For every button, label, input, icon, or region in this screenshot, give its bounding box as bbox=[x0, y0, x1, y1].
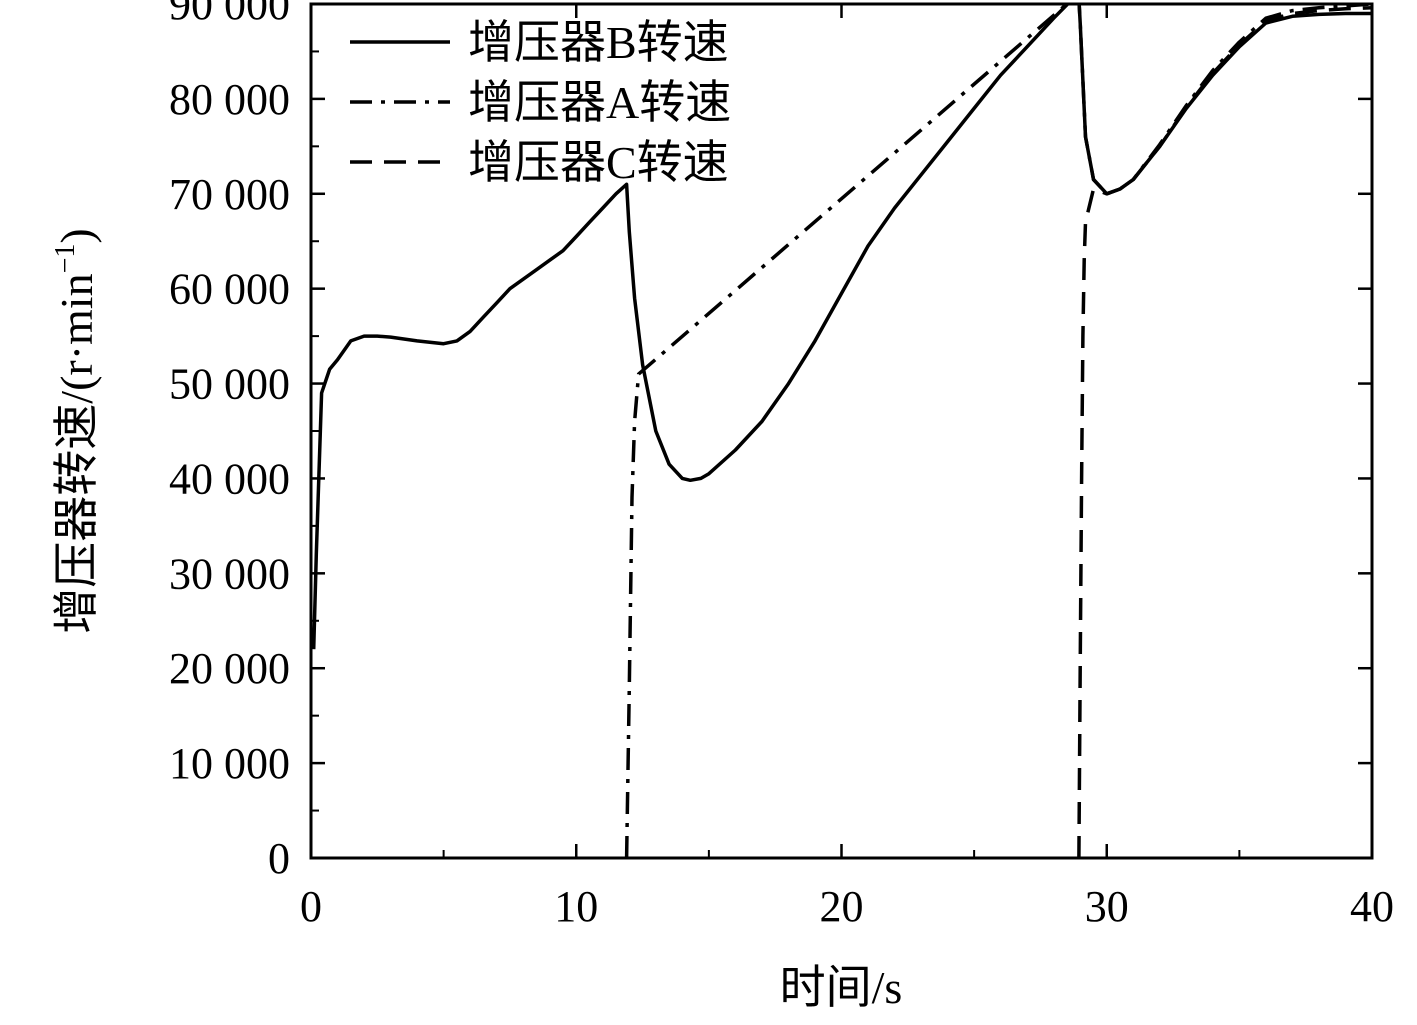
y-tick-label-2: 20 000 bbox=[169, 644, 290, 693]
y-tick-label-0: 0 bbox=[268, 834, 290, 883]
y-tick-label-4: 40 000 bbox=[169, 454, 290, 503]
x-tick-label-3: 30 bbox=[1085, 882, 1129, 931]
y-tick-label-6: 60 000 bbox=[169, 265, 290, 314]
plot-area bbox=[311, 4, 1372, 858]
x-tick-label-1: 10 bbox=[554, 882, 598, 931]
legend-label-2: 增压器C转速 bbox=[468, 137, 729, 188]
y-tick-label-9: 90 000 bbox=[169, 0, 290, 29]
y-tick-label-5: 50 000 bbox=[169, 360, 290, 409]
x-tick-label-0: 0 bbox=[300, 882, 322, 931]
x-tick-label-4: 40 bbox=[1350, 882, 1394, 931]
y-axis-title-main: 增压器转速/(r·min bbox=[51, 273, 102, 633]
y-axis-title-exponent: −1 bbox=[50, 244, 81, 274]
series-line-1 bbox=[624, 4, 1372, 858]
y-tick-label-8: 80 000 bbox=[169, 75, 290, 124]
y-axis-title: 增压器转速/(r·min−1) bbox=[50, 228, 102, 633]
legend-label-1: 增压器A转速 bbox=[468, 77, 731, 128]
y-axis-title-close: ) bbox=[51, 228, 102, 243]
ticks-layer: 0 10 20 30 40 0 10 000 20 000 30 000 40 000 50 000… bbox=[169, 0, 1394, 931]
y-tick-label-7: 70 000 bbox=[169, 170, 290, 219]
x-axis-title: 时间/s bbox=[780, 962, 903, 1013]
series-layer bbox=[311, 4, 1372, 858]
legend-label-0: 增压器B转速 bbox=[468, 17, 729, 68]
y-tick-label-1: 10 000 bbox=[169, 739, 290, 788]
x-tick-label-2: 20 bbox=[820, 882, 864, 931]
series-line-2 bbox=[1077, 6, 1372, 858]
plot-frame bbox=[309, 2, 1374, 860]
y-tick-label-3: 30 000 bbox=[169, 549, 290, 598]
